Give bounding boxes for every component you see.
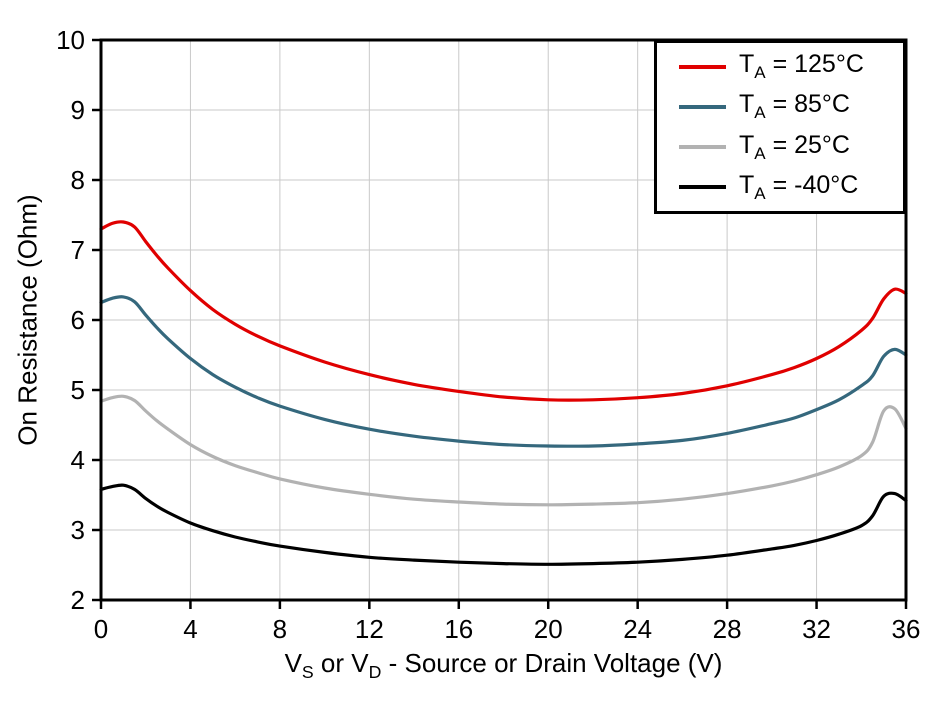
legend-line-swatch-125C — [679, 64, 726, 69]
x-tick-label: 36 — [892, 614, 921, 644]
y-tick-label: 7 — [71, 235, 85, 265]
y-tick-label: 9 — [71, 95, 85, 125]
x-axis-title-sub: S — [301, 662, 314, 683]
legend-item: TA = 85°C — [679, 90, 903, 123]
legend-item: TA = -40°C — [679, 171, 903, 204]
x-axis-title-part: V — [284, 648, 302, 678]
legend-label: TA = 25°C — [739, 130, 850, 163]
legend-label: TA = 85°C — [739, 90, 850, 123]
x-axis-title: VS or VD - Source or Drain Voltage (V) — [101, 648, 906, 683]
x-tick-label: 8 — [273, 614, 287, 644]
curve-125C — [99, 220, 908, 402]
x-tick-label: 0 — [94, 614, 108, 644]
curve-85C — [99, 295, 908, 448]
y-tick-label: 10 — [56, 25, 85, 55]
legend-item: TA = 25°C — [679, 131, 903, 164]
legend-line-swatch-minus40C — [679, 185, 726, 190]
y-tick-label: 2 — [71, 585, 85, 615]
curve-25C — [99, 394, 908, 507]
x-axis-title-part: - Source or Drain Voltage (V) — [381, 648, 723, 678]
legend-line-swatch-25C — [679, 145, 726, 150]
legend-item: TA = 125°C — [679, 50, 903, 83]
curve-minus40C — [99, 483, 908, 566]
legend-line-swatch-85C — [679, 104, 726, 109]
plot-border — [99, 38, 908, 602]
legend-label: TA = 125°C — [739, 50, 864, 83]
x-tick-label: 32 — [802, 614, 831, 644]
y-tick-label: 4 — [71, 445, 85, 475]
x-tick-label: 4 — [183, 614, 197, 644]
y-tick-label: 3 — [71, 515, 85, 545]
x-axis-title-part: or V — [313, 648, 369, 678]
y-axis-title: On Resistance (Ohm) — [12, 194, 43, 446]
x-tick-label: 12 — [355, 614, 384, 644]
x-tick-label: 28 — [713, 614, 742, 644]
x-tick-label: 24 — [623, 614, 652, 644]
x-tick-label: 16 — [444, 614, 473, 644]
y-tick-label: 6 — [71, 305, 85, 335]
legend: TA = 125°C TA = 85°C TA = 25°C TA = -40°… — [654, 40, 906, 214]
y-tick-label: 5 — [71, 375, 85, 405]
x-tick-label: 20 — [534, 614, 563, 644]
legend-label: TA = -40°C — [739, 170, 859, 203]
x-axis-title-sub: D — [368, 662, 382, 683]
y-tick-label: 8 — [71, 165, 85, 195]
